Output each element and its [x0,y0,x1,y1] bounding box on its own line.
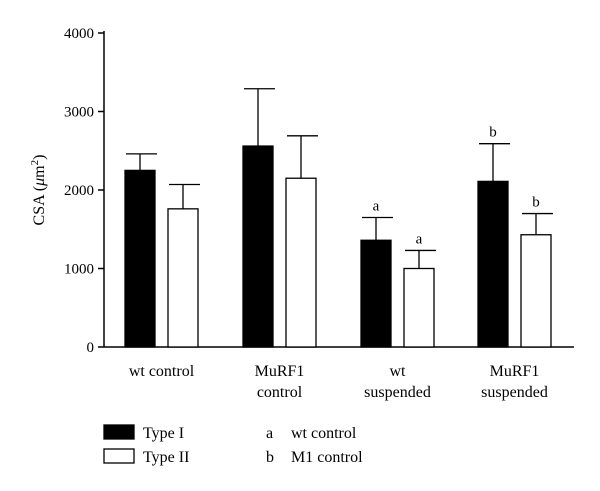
footnote-text: M1 control [291,449,363,466]
significance-letter: a [416,231,423,247]
bar-type-ii [520,234,552,348]
bar-type-ii [403,267,435,348]
category-label: suspended [481,384,548,401]
bar-type-i [360,239,392,348]
category-label: MuRF1 [490,363,540,380]
y-tick-label: 4000 [64,26,94,42]
bar-type-ii [285,177,317,348]
category-label: MuRF1 [255,363,305,380]
y-tick-label: 1000 [64,262,94,278]
y-axis-title-exponent: 2 [29,160,41,166]
legend-label: Type I [143,425,184,442]
category-label: suspended [364,384,431,401]
bar-type-i [477,180,509,348]
y-axis-title-mu: μ [31,178,48,187]
footnote-text: wt control [291,425,357,442]
y-axis-title-suffix: ) [31,155,48,160]
significance-footnotes: a wt control b M1 control [266,425,363,466]
significance-letter: b [489,125,497,141]
y-tick-label: 0 [87,340,95,356]
y-tick-label: 2000 [64,183,94,199]
bar-type-i [124,169,156,348]
category-label: control [257,384,303,401]
bars-group: a a b b [124,88,553,348]
y-axis-title-prefix: CSA ( [31,186,48,226]
legend-label: Type II [143,449,189,466]
legend: Type I Type II [103,424,189,466]
footnote-key: b [266,449,274,466]
legend-swatch [103,424,135,440]
category-label: wt control [129,363,195,380]
legend-swatch [103,448,135,464]
bar-type-ii [167,208,199,348]
y-axis-title: CSA (μm2) [29,155,48,226]
significance-letter: b [532,195,540,211]
significance-letter: a [373,198,380,214]
footnote-key: a [266,425,273,442]
category-label: wt [390,363,407,380]
category-labels-group: wt control MuRF1 control wt suspended MuRF1 su… [129,363,548,401]
y-axis-title-unit: m [31,165,48,178]
bar-type-i [242,145,274,348]
y-tick-label: 3000 [64,105,94,121]
